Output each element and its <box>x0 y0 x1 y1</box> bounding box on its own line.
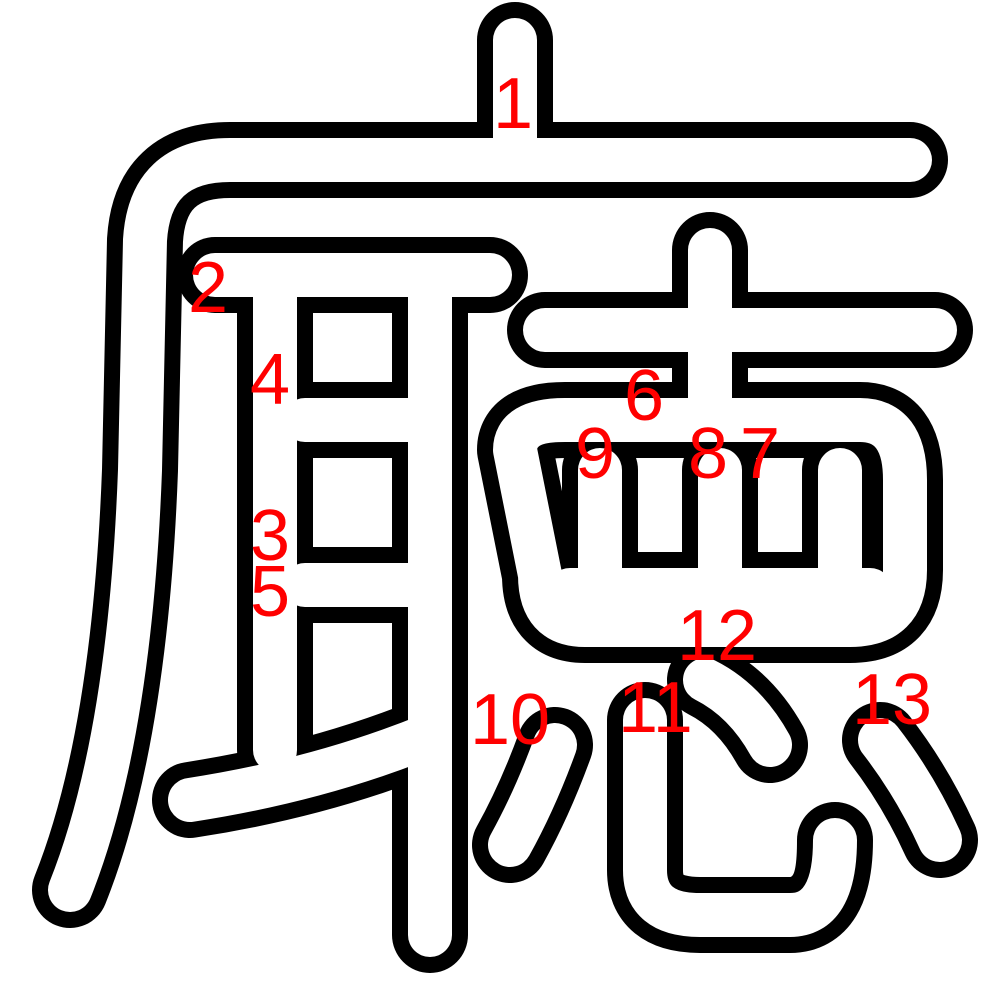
stroke-10-fill <box>488 723 577 867</box>
stroke-number-layer: 1 2 3 4 5 6 7 8 9 10 11 12 13 <box>188 64 932 760</box>
glyph-fill-layer <box>48 18 962 957</box>
stroke-number-12: 12 <box>677 596 757 676</box>
stroke-number-7: 7 <box>740 414 780 494</box>
stroke-number-5: 5 <box>250 552 290 632</box>
stroke-number-10: 10 <box>470 680 550 760</box>
stroke-11-fill <box>623 698 857 937</box>
stroke-1-fill <box>48 18 932 912</box>
stroke-7-fill <box>493 398 927 647</box>
stroke-number-8: 8 <box>688 414 728 494</box>
stroke-9-fill <box>548 448 892 612</box>
stroke-number-4: 4 <box>250 340 290 420</box>
stroke-number-9: 9 <box>575 414 615 494</box>
stroke-6-fill <box>523 228 957 442</box>
stroke-12-fill <box>683 658 792 767</box>
stroke-number-13: 13 <box>852 660 932 740</box>
stroke-number-3: 3 <box>250 496 290 576</box>
stroke-5-fill <box>168 273 452 957</box>
stroke-number-1: 1 <box>493 64 533 144</box>
stroke-number-2: 2 <box>188 248 228 328</box>
stroke-4-fill <box>283 398 442 607</box>
stroke-number-11: 11 <box>618 668 693 748</box>
stroke-number-6: 6 <box>624 356 664 436</box>
stroke-13-fill <box>858 718 962 862</box>
